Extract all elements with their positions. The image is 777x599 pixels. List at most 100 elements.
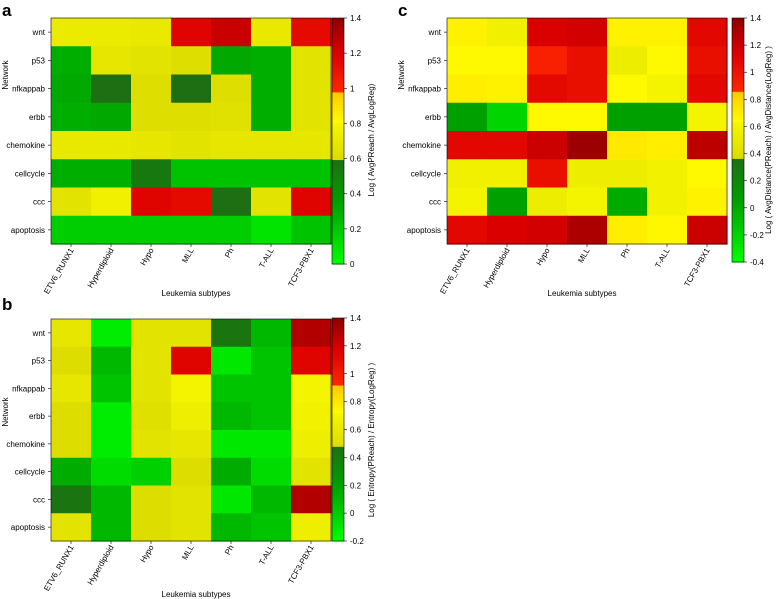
heatmap-cell bbox=[607, 18, 648, 47]
colorbar-segment bbox=[332, 409, 344, 414]
heatmap-cell bbox=[51, 215, 92, 245]
heatmap-cell bbox=[687, 102, 728, 132]
heatmap-cell bbox=[291, 187, 332, 217]
colorbar-segment bbox=[732, 115, 744, 120]
heatmap-cell bbox=[211, 46, 252, 76]
heatmap-cell bbox=[91, 346, 132, 376]
colorbar-segment bbox=[332, 462, 344, 467]
heatmap-cell bbox=[607, 159, 648, 189]
colorbar-segment bbox=[732, 85, 744, 89]
colorbar-tick-label: 0 bbox=[350, 509, 355, 518]
panel-letter-b: b bbox=[2, 295, 12, 314]
colorbar-segment bbox=[332, 359, 344, 364]
colorbar-segment bbox=[332, 168, 344, 173]
heatmap-cell bbox=[171, 159, 212, 189]
column-label: TCF3-PBX1 bbox=[286, 543, 316, 585]
heatmap-cell bbox=[291, 457, 332, 487]
colorbar-segment bbox=[332, 357, 344, 361]
heatmap-cell bbox=[211, 74, 252, 104]
heatmap-cell bbox=[91, 402, 132, 431]
heatmap-cell bbox=[647, 131, 688, 160]
heatmap-cell bbox=[131, 457, 172, 487]
heatmap-cell bbox=[131, 102, 172, 132]
colorbar-tick-label: 0.6 bbox=[350, 426, 362, 435]
heatmap-cell bbox=[171, 102, 212, 132]
colorbar-segment bbox=[332, 233, 344, 237]
column-label: T-ALL bbox=[257, 246, 276, 269]
colorbar-segment bbox=[732, 240, 744, 245]
colorbar-segment bbox=[732, 94, 744, 98]
heatmap-cell bbox=[171, 346, 212, 376]
heatmap-cell bbox=[647, 46, 688, 76]
colorbar-segment bbox=[332, 51, 344, 56]
heatmap-cell bbox=[527, 187, 568, 217]
heatmap-cell bbox=[131, 215, 172, 245]
colorbar-segment bbox=[332, 260, 344, 265]
colorbar-segment bbox=[332, 208, 344, 213]
colorbar-segment bbox=[732, 69, 744, 74]
colorbar-segment bbox=[732, 197, 744, 202]
heatmap-cell bbox=[211, 131, 252, 160]
colorbar-segment bbox=[732, 121, 744, 126]
colorbar-segment bbox=[332, 190, 344, 194]
heatmap-cell bbox=[91, 46, 132, 76]
heatmap-cell bbox=[171, 74, 212, 104]
heatmap-cell bbox=[527, 18, 568, 47]
colorbar-segment bbox=[332, 518, 344, 523]
colorbar-segment bbox=[332, 426, 344, 431]
colorbar-segment bbox=[732, 219, 744, 223]
heatmap-cell bbox=[211, 18, 252, 47]
colorbar-segment bbox=[332, 187, 344, 191]
colorbar-segment bbox=[732, 158, 744, 162]
colorbar-segment bbox=[732, 66, 744, 71]
heatmap-cell bbox=[567, 46, 608, 76]
colorbar-segment bbox=[332, 398, 344, 403]
heatmap-cell bbox=[447, 18, 488, 47]
colorbar-segment bbox=[332, 476, 344, 481]
heatmap-cell bbox=[131, 319, 172, 348]
colorbar-segment bbox=[332, 488, 344, 492]
heatmap-cell bbox=[487, 131, 528, 160]
heatmap-cell bbox=[211, 430, 252, 459]
colorbar-segment bbox=[732, 164, 744, 169]
colorbar-segment bbox=[732, 42, 744, 47]
colorbar-segment bbox=[732, 103, 744, 108]
row-label: cellcycle bbox=[15, 468, 46, 477]
colorbar-segment bbox=[332, 162, 344, 167]
heatmap-cell bbox=[291, 513, 332, 542]
colorbar-segment bbox=[332, 85, 344, 90]
colorbar-segment bbox=[732, 112, 744, 117]
colorbar-segment bbox=[332, 373, 344, 378]
colorbar-tick-label: 1.2 bbox=[350, 342, 362, 351]
colorbar-segment bbox=[732, 182, 744, 187]
heatmap-cell bbox=[91, 513, 132, 542]
colorbar-segment bbox=[332, 365, 344, 369]
colorbar-segment bbox=[732, 91, 744, 95]
heatmap-cell bbox=[91, 485, 132, 514]
colorbar-segment bbox=[332, 323, 344, 327]
heatmap-cell bbox=[91, 131, 132, 160]
colorbar-segment bbox=[732, 258, 744, 263]
heatmap-cell bbox=[687, 46, 728, 76]
colorbar-segment bbox=[732, 146, 744, 150]
colorbar-segment bbox=[332, 331, 344, 336]
heatmap-cell bbox=[251, 485, 292, 514]
colorbar-segment bbox=[332, 128, 344, 133]
colorbar-segment bbox=[732, 170, 744, 175]
heatmap-cell bbox=[51, 74, 92, 104]
heatmap-cell bbox=[567, 215, 608, 245]
colorbar-segment bbox=[732, 207, 744, 211]
colorbar-segment bbox=[332, 521, 344, 525]
colorbar-segment bbox=[732, 106, 744, 111]
heatmap-cell bbox=[51, 346, 92, 376]
colorbar-tick-label: 0 bbox=[750, 204, 755, 213]
column-label: Ph bbox=[223, 544, 236, 557]
heatmap-cell bbox=[607, 187, 648, 217]
colorbar-segment bbox=[732, 225, 744, 230]
colorbar-segment bbox=[332, 474, 344, 478]
colorbar-segment bbox=[332, 351, 344, 355]
colorbar-segment bbox=[332, 211, 344, 216]
colorbar-segment bbox=[732, 176, 744, 181]
heatmap-cell bbox=[251, 102, 292, 132]
colorbar-tick-label: 0.6 bbox=[750, 122, 762, 131]
